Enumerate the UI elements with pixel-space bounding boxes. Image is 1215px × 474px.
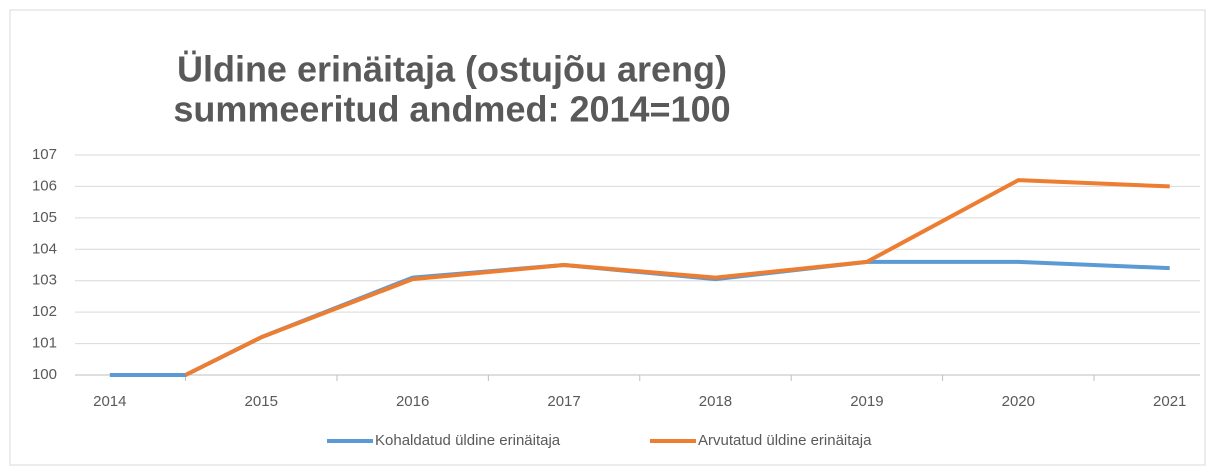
y-tick-label: 106: [32, 177, 57, 194]
y-tick-label: 101: [32, 335, 57, 352]
chart-frame: [9, 9, 1206, 466]
x-tick-label: 2019: [850, 393, 883, 410]
chart-title: Üldine erinäitaja (ostujõu areng): [177, 49, 727, 90]
x-tick-label: 2021: [1153, 393, 1186, 410]
y-tick-label: 102: [32, 303, 57, 320]
y-tick-label: 105: [32, 209, 57, 226]
y-tick-label: 100: [32, 366, 57, 383]
x-tick-label: 2015: [245, 393, 278, 410]
y-tick-label: 104: [32, 240, 57, 257]
legend-label: Arvutatud üldine erinäitaja: [698, 432, 872, 449]
x-tick-label: 2020: [1002, 393, 1035, 410]
chart-title: summeeritud andmed: 2014=100: [173, 89, 730, 130]
legend-label: Kohaldatud üldine erinäitaja: [375, 432, 561, 449]
x-tick-label: 2014: [93, 393, 126, 410]
x-tick-label: 2018: [699, 393, 732, 410]
x-tick-label: 2016: [396, 393, 429, 410]
y-tick-label: 103: [32, 272, 57, 289]
y-tick-label: 107: [32, 146, 57, 163]
x-tick-label: 2017: [547, 393, 580, 410]
series-line: [184, 178, 1170, 377]
